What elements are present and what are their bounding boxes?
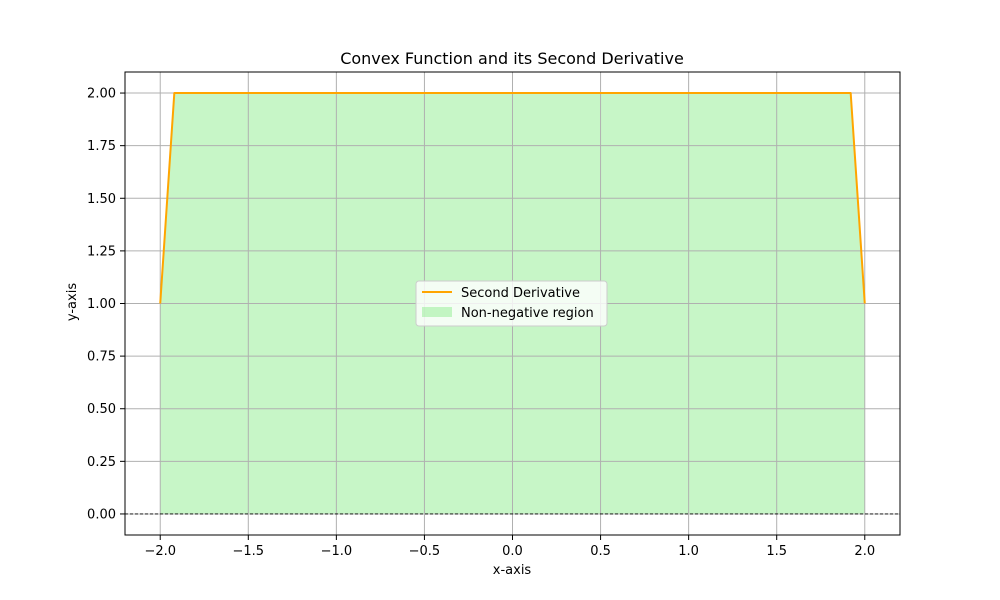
y-tick-label-1: 0.25 <box>87 455 116 470</box>
y-axis-label: y-axis <box>65 283 80 321</box>
x-tick-label-6: 1.0 <box>678 544 699 559</box>
x-tick-label-4: 0.0 <box>502 544 523 559</box>
x-tick-label-8: 2.0 <box>854 544 875 559</box>
legend: Second Derivative Non-negative region <box>415 280 608 327</box>
legend-swatch-non-negative-region <box>422 307 452 317</box>
legend-label-second-derivative: Second Derivative <box>461 286 580 301</box>
y-tick-label-5: 1.25 <box>87 244 116 259</box>
x-tick-label-7: 1.5 <box>766 544 787 559</box>
y-tick-label-0: 0.00 <box>87 507 116 522</box>
x-tick-layer: −2.0 −1.5 −1.0 −0.5 0.0 0.5 1.0 1.5 2.0 <box>144 535 875 559</box>
x-tick-label-2: −1.0 <box>321 544 353 559</box>
y-tick-label-7: 1.75 <box>87 139 116 154</box>
chart-title: Convex Function and its Second Derivativ… <box>340 49 684 68</box>
y-tick-layer: 0.00 0.25 0.50 0.75 1.00 1.25 1.50 1.75 2.00 <box>87 87 125 522</box>
x-tick-label-1: −1.5 <box>233 544 265 559</box>
y-tick-label-8: 2.00 <box>87 87 116 102</box>
y-tick-label-2: 0.50 <box>87 402 116 417</box>
y-tick-label-4: 1.00 <box>87 297 116 312</box>
x-tick-label-3: −0.5 <box>409 544 441 559</box>
y-tick-label-3: 0.75 <box>87 350 116 365</box>
x-tick-label-5: 0.5 <box>590 544 611 559</box>
series-line-second-derivative <box>159 92 866 304</box>
x-axis-label: x-axis <box>493 563 532 578</box>
y-tick-label-6: 1.50 <box>87 192 116 207</box>
x-tick-label-0: −2.0 <box>144 544 176 559</box>
legend-box <box>415 280 608 327</box>
legend-label-non-negative-region: Non-negative region <box>461 306 594 321</box>
series-line-layer <box>159 92 866 304</box>
